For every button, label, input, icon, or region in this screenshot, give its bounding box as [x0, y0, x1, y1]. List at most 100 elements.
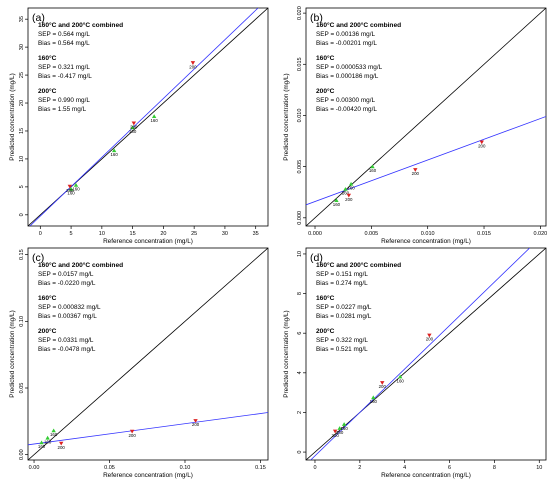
x-tick-label: 0.005 — [364, 231, 378, 237]
stats-line: Bias = 1.55 mg/L — [38, 106, 87, 113]
data-point-200 — [193, 419, 198, 423]
stats-line: SEP = 0.0227 mg/L — [316, 304, 372, 311]
y-tick-label: 0.10 — [19, 316, 25, 327]
data-point-160 — [398, 374, 403, 379]
data-point-160 — [371, 395, 376, 400]
plot-frame — [305, 247, 547, 461]
y-tick-label: 0.010 — [297, 109, 303, 123]
y-tick-label: 0.000 — [297, 211, 303, 225]
panel-label: (b) — [310, 12, 323, 24]
data-point-200 — [346, 193, 352, 198]
y-tick-label: 0.015 — [297, 57, 303, 71]
identity-line — [28, 248, 268, 460]
point-label-160: 160 — [342, 191, 350, 196]
point-label-160: 160 — [150, 118, 158, 123]
x-tick-label: 8 — [493, 465, 496, 471]
x-tick-label: 0.00 — [29, 465, 40, 471]
point-label-200: 200 — [331, 433, 339, 438]
x-tick-label: 0.020 — [533, 231, 547, 237]
stats-line: SEP = 0.564 mg/L — [38, 31, 90, 38]
data-point-160 — [348, 181, 354, 186]
data-point-160 — [45, 435, 50, 440]
data-point-160 — [341, 422, 347, 426]
stats-line: Bias = -0.00420 mg/L — [316, 106, 377, 113]
point-label-160: 160 — [340, 426, 348, 431]
panel-label: (c) — [32, 252, 44, 264]
point-label-160: 160 — [44, 440, 52, 445]
panel-2: 0.000 0.005 0.010 0.015 0.020 0.000 0.005 0.010… — [283, 6, 547, 245]
y-axis-label: Predicted concentration (mg/L) — [283, 310, 290, 397]
stats-line: SEP = 0.0157 mg/L — [38, 271, 94, 278]
y-tick-label: 10 — [19, 156, 25, 162]
x-axis-label: Reference concentration (mg/L) — [103, 238, 193, 245]
x-tick-label: 0.10 — [180, 465, 191, 471]
data-point-160 — [51, 428, 56, 433]
y-tick-label: 30 — [19, 44, 25, 50]
x-tick-label: 10 — [536, 465, 542, 471]
data-point-160 — [130, 125, 135, 130]
stats-line: SEP = 0.00300 mg/L — [316, 97, 375, 104]
y-axis-label: Predicted concentration (mg/L) — [283, 73, 290, 160]
plot-frame — [27, 7, 269, 227]
x-tick-label: 10 — [99, 231, 105, 237]
y-tick-label: 0.15 — [19, 249, 25, 260]
stats-heading: 200°C — [38, 327, 57, 335]
data-point-200 — [190, 61, 196, 65]
panel-3: 0.00 0.05 0.10 0.15 0.00 0.05 0.10 0.15 Referenc… — [9, 247, 269, 479]
data-point-200 — [380, 381, 385, 385]
point-label-160: 160 — [38, 444, 46, 449]
point-label-160: 160 — [369, 168, 377, 173]
data-point-200 — [413, 168, 418, 172]
point-label-160: 160 — [397, 378, 405, 383]
stats-heading: 160°C — [38, 54, 57, 62]
stats-heading: 160°C and 200°C combined — [316, 261, 401, 269]
point-label-200: 200 — [478, 144, 486, 149]
point-label-160: 160 — [333, 202, 341, 207]
stats-heading: 200°C — [316, 327, 335, 335]
stats-line: Bias = -0.417 mg/L — [38, 73, 92, 80]
data-point-200 — [332, 429, 338, 434]
y-tick-label: 8 — [297, 292, 303, 295]
stats-line: SEP = 0.0331 mg/L — [38, 337, 94, 344]
point-label-160: 160 — [370, 399, 378, 404]
y-tick-label: 0.005 — [297, 160, 303, 174]
x-tick-label: 5 — [70, 231, 73, 237]
x-axis-label: Reference concentration (mg/L) — [381, 238, 471, 245]
data-point-160 — [111, 148, 117, 153]
stats-line: SEP = 0.321 mg/L — [38, 64, 90, 71]
data-point-160 — [151, 114, 157, 119]
stats-line: SEP = 0.151 mg/L — [316, 271, 368, 278]
y-axis-label: Predicted concentration (mg/L) — [9, 310, 16, 397]
point-label-200: 200 — [130, 125, 138, 130]
data-point-160 — [370, 164, 375, 169]
y-tick-label: 2 — [297, 411, 303, 414]
stats-line: Bias = -0.0478 mg/L — [38, 346, 96, 353]
x-tick-label: 0.010 — [421, 231, 435, 237]
y-tick-label: 0.00 — [19, 449, 25, 460]
point-label-160: 160 — [347, 186, 355, 191]
stats-heading: 160°C and 200°C combined — [38, 21, 123, 29]
stats-line: Bias = 0.0281 mg/L — [316, 313, 372, 320]
point-label-200: 200 — [189, 64, 197, 69]
stats-line: Bias = -0.0220 mg/L — [38, 280, 96, 287]
data-point-200 — [67, 184, 73, 189]
identity-line — [306, 248, 546, 460]
x-tick-label: 0.015 — [477, 231, 491, 237]
point-label-200: 200 — [58, 445, 66, 450]
y-axis-label: Predicted concentration (mg/L) — [9, 73, 16, 160]
stats-line: SEP = 0.0000533 mg/L — [316, 64, 383, 71]
y-tick-label: 20 — [19, 100, 25, 106]
plot-frame — [27, 247, 269, 461]
stats-line: Bias = -0.00201 mg/L — [316, 40, 377, 47]
panel-1: 0 5 10 15 20 25 30 35 0 5 10 15 20 25 30 35 Reference co… — [9, 7, 269, 245]
panel-label: (a) — [32, 12, 45, 24]
plot-frame — [305, 7, 547, 227]
panel-label: (d) — [310, 252, 323, 264]
point-label-200: 200 — [192, 422, 200, 427]
x-tick-label: 25 — [191, 231, 197, 237]
y-tick-label: 35 — [19, 16, 25, 22]
point-label-160: 160 — [72, 187, 80, 192]
